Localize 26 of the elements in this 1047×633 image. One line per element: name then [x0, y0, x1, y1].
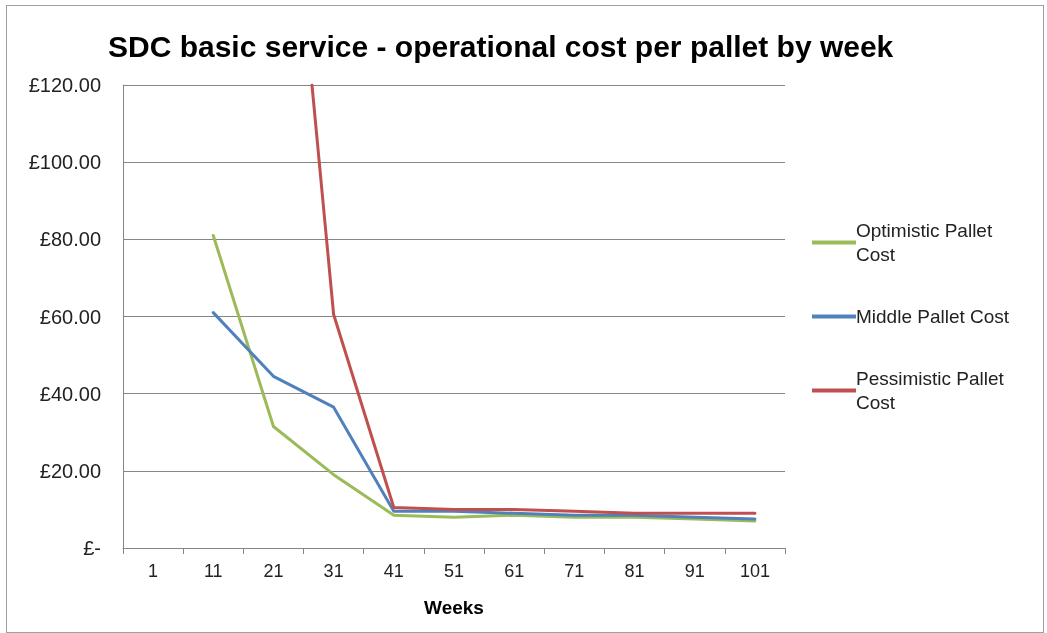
- x-tick-label: 71: [564, 561, 585, 581]
- x-tick-label: 51: [443, 561, 465, 581]
- line-series: [211, 311, 757, 521]
- x-tick-label: 31: [323, 561, 344, 581]
- y-tick-label: £20.00: [39, 459, 101, 482]
- y-tick-label: £80.00: [39, 228, 101, 251]
- y-tick-label: £60.00: [39, 305, 101, 328]
- line-series: [211, 233, 757, 523]
- x-tick-label: 1: [148, 561, 159, 581]
- chart-title: SDC basic service - operational cost per pallet by week: [108, 29, 894, 63]
- x-tick-label: 41: [383, 561, 404, 581]
- y-tick-label: £100.00: [28, 151, 101, 174]
- x-tick-label: 81: [624, 561, 645, 581]
- x-axis-title: Weeks: [424, 597, 484, 618]
- y-tick-label: £-: [83, 537, 101, 559]
- y-tick-label: £40.00: [39, 382, 101, 405]
- x-tick-label: 11: [203, 561, 223, 581]
- line-series: [310, 83, 757, 515]
- x-tick-label: 21: [263, 561, 284, 581]
- x-tick-label: 101: [739, 561, 770, 581]
- legend-label: Optimistic Pallet Cost: [856, 220, 998, 265]
- x-tick-label: 91: [684, 561, 705, 581]
- legend-label: Middle Pallet Cost: [856, 306, 1010, 327]
- legend-label: Pessimistic Pallet Cost: [856, 368, 1010, 413]
- x-tick-label: 61: [504, 561, 525, 581]
- y-tick-label: £120.00: [28, 74, 101, 96]
